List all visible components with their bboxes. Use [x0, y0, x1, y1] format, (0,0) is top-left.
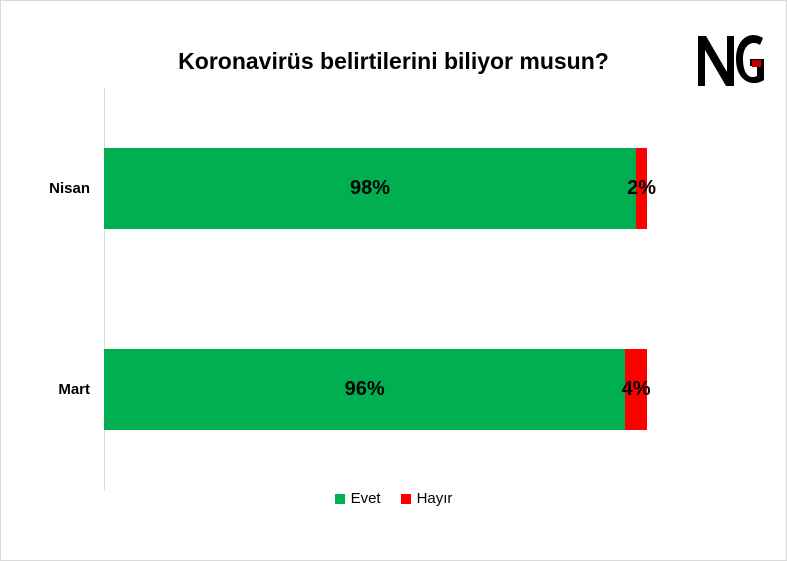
logo-letter-n	[698, 36, 734, 86]
category-label: Nisan	[49, 179, 90, 197]
legend-swatch	[334, 493, 345, 504]
legend-label: Hayır	[416, 490, 453, 507]
ng-logo	[698, 34, 764, 86]
legend-item-evet: Evet	[334, 490, 381, 507]
data-label: 4%	[621, 378, 651, 400]
bar-segment-hayır	[636, 148, 647, 229]
bar-segment-evet	[104, 349, 626, 430]
data-label: 96%	[344, 378, 385, 400]
data-label: 98%	[350, 177, 391, 199]
bar-segment-hayır	[625, 349, 647, 430]
legend: Evet Hayır	[0, 490, 787, 507]
logo-accent	[752, 60, 761, 67]
logo-letter-g	[736, 34, 764, 84]
chart-title: Koronavirüs belirtilerini biliyor musun?	[178, 48, 609, 74]
category-axis-line	[104, 88, 105, 491]
category-label: Mart	[58, 380, 90, 398]
data-label: 2%	[627, 177, 657, 199]
legend-swatch	[400, 493, 411, 504]
legend-label: Evet	[350, 490, 381, 507]
bar-segment-evet	[104, 148, 637, 229]
legend-item-hayır: Hayır	[400, 490, 453, 507]
